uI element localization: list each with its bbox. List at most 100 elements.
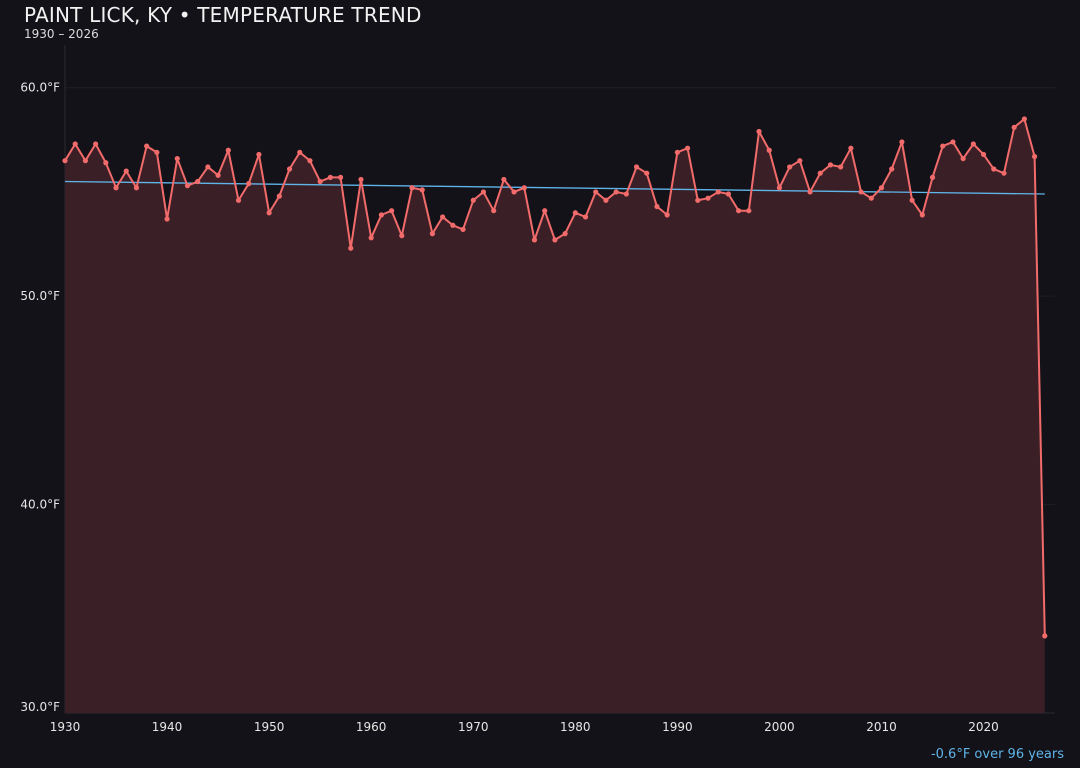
data-point <box>93 141 99 147</box>
data-point <box>572 210 578 216</box>
data-point <box>980 151 987 158</box>
data-point <box>174 155 180 162</box>
y-tick-label: 50.0°F <box>20 289 60 303</box>
data-point <box>286 166 293 172</box>
data-point <box>358 176 364 183</box>
data-point <box>235 197 242 203</box>
data-point <box>82 158 89 164</box>
data-point <box>460 226 466 233</box>
data-point <box>664 212 670 218</box>
data-point <box>654 203 660 210</box>
data-point <box>123 168 129 174</box>
data-point <box>491 208 497 214</box>
data-point <box>776 185 783 191</box>
data-point <box>542 208 548 214</box>
data-point <box>266 210 272 216</box>
data-point <box>684 145 691 151</box>
data-point <box>62 158 68 164</box>
data-point <box>521 185 527 191</box>
data-point <box>1031 153 1038 160</box>
y-tick-label: 60.0°F <box>20 81 60 95</box>
data-point <box>960 155 966 162</box>
data-point <box>562 231 568 237</box>
data-point <box>950 139 956 145</box>
y-tick-label: 40.0°F <box>20 498 60 512</box>
data-point <box>623 191 629 197</box>
data-point <box>603 197 609 203</box>
data-point <box>388 208 395 214</box>
x-tick-label: 1960 <box>356 720 387 734</box>
data-point <box>838 164 844 170</box>
data-point <box>113 185 119 191</box>
data-point <box>909 197 915 203</box>
data-point <box>756 128 762 135</box>
data-point <box>899 139 905 145</box>
data-point <box>429 231 436 237</box>
data-point <box>674 149 680 155</box>
data-point <box>919 212 925 218</box>
x-tick-label: 2000 <box>764 720 795 734</box>
data-point <box>695 197 701 203</box>
data-point <box>154 149 160 155</box>
data-point <box>817 170 823 176</box>
data-point <box>1011 124 1017 130</box>
data-point <box>1042 633 1048 639</box>
area-fill <box>65 118 1045 713</box>
data-point <box>511 189 517 195</box>
data-point <box>133 185 140 191</box>
data-point <box>746 208 752 214</box>
data-point <box>766 147 772 153</box>
data-point <box>970 141 976 147</box>
data-point <box>225 147 231 153</box>
data-point <box>184 183 191 189</box>
data-point <box>889 166 895 172</box>
data-point <box>144 143 150 149</box>
data-point <box>715 189 721 195</box>
data-point <box>736 208 742 214</box>
data-point <box>337 174 344 180</box>
trend-annotation: -0.6°F over 96 years <box>930 747 1064 762</box>
data-point <box>246 181 252 187</box>
data-point <box>929 174 936 180</box>
data-point <box>787 164 793 170</box>
data-point <box>878 185 885 191</box>
data-point <box>1021 116 1027 122</box>
data-point <box>807 189 813 195</box>
trend-line <box>64 180 1045 195</box>
data-point <box>827 162 834 168</box>
chart-title: PAINT LICK, KY • TEMPERATURE TREND <box>24 3 422 27</box>
data-point <box>409 185 415 191</box>
data-point <box>991 166 997 172</box>
data-point <box>644 170 650 176</box>
data-point <box>419 187 425 193</box>
data-point <box>725 191 732 197</box>
data-point <box>215 172 221 178</box>
x-tick-label: 1950 <box>254 720 285 734</box>
data-point <box>256 151 262 158</box>
data-point <box>613 189 619 195</box>
data-point <box>531 237 538 243</box>
data-point <box>1001 170 1007 176</box>
data-point <box>868 195 874 201</box>
data-point <box>848 145 854 151</box>
data-point <box>552 237 558 243</box>
data-point <box>307 158 313 164</box>
chart-subtitle: 1930 – 2026 <box>24 27 99 41</box>
data-point <box>633 164 640 170</box>
x-tick-label: 1990 <box>662 720 693 734</box>
data-point <box>276 193 282 199</box>
data-point <box>72 141 78 147</box>
data-point <box>205 164 211 170</box>
data-point <box>399 233 405 239</box>
x-tick-label: 1980 <box>560 720 591 734</box>
x-tick-label: 1970 <box>458 720 489 734</box>
data-point <box>858 189 864 195</box>
data-point <box>195 178 201 185</box>
data-point <box>593 189 599 195</box>
y-tick-label: 30.0°F <box>20 700 60 714</box>
x-tick-label: 2010 <box>866 720 897 734</box>
data-point <box>368 235 374 241</box>
data-point <box>705 195 711 201</box>
data-point <box>348 245 354 251</box>
